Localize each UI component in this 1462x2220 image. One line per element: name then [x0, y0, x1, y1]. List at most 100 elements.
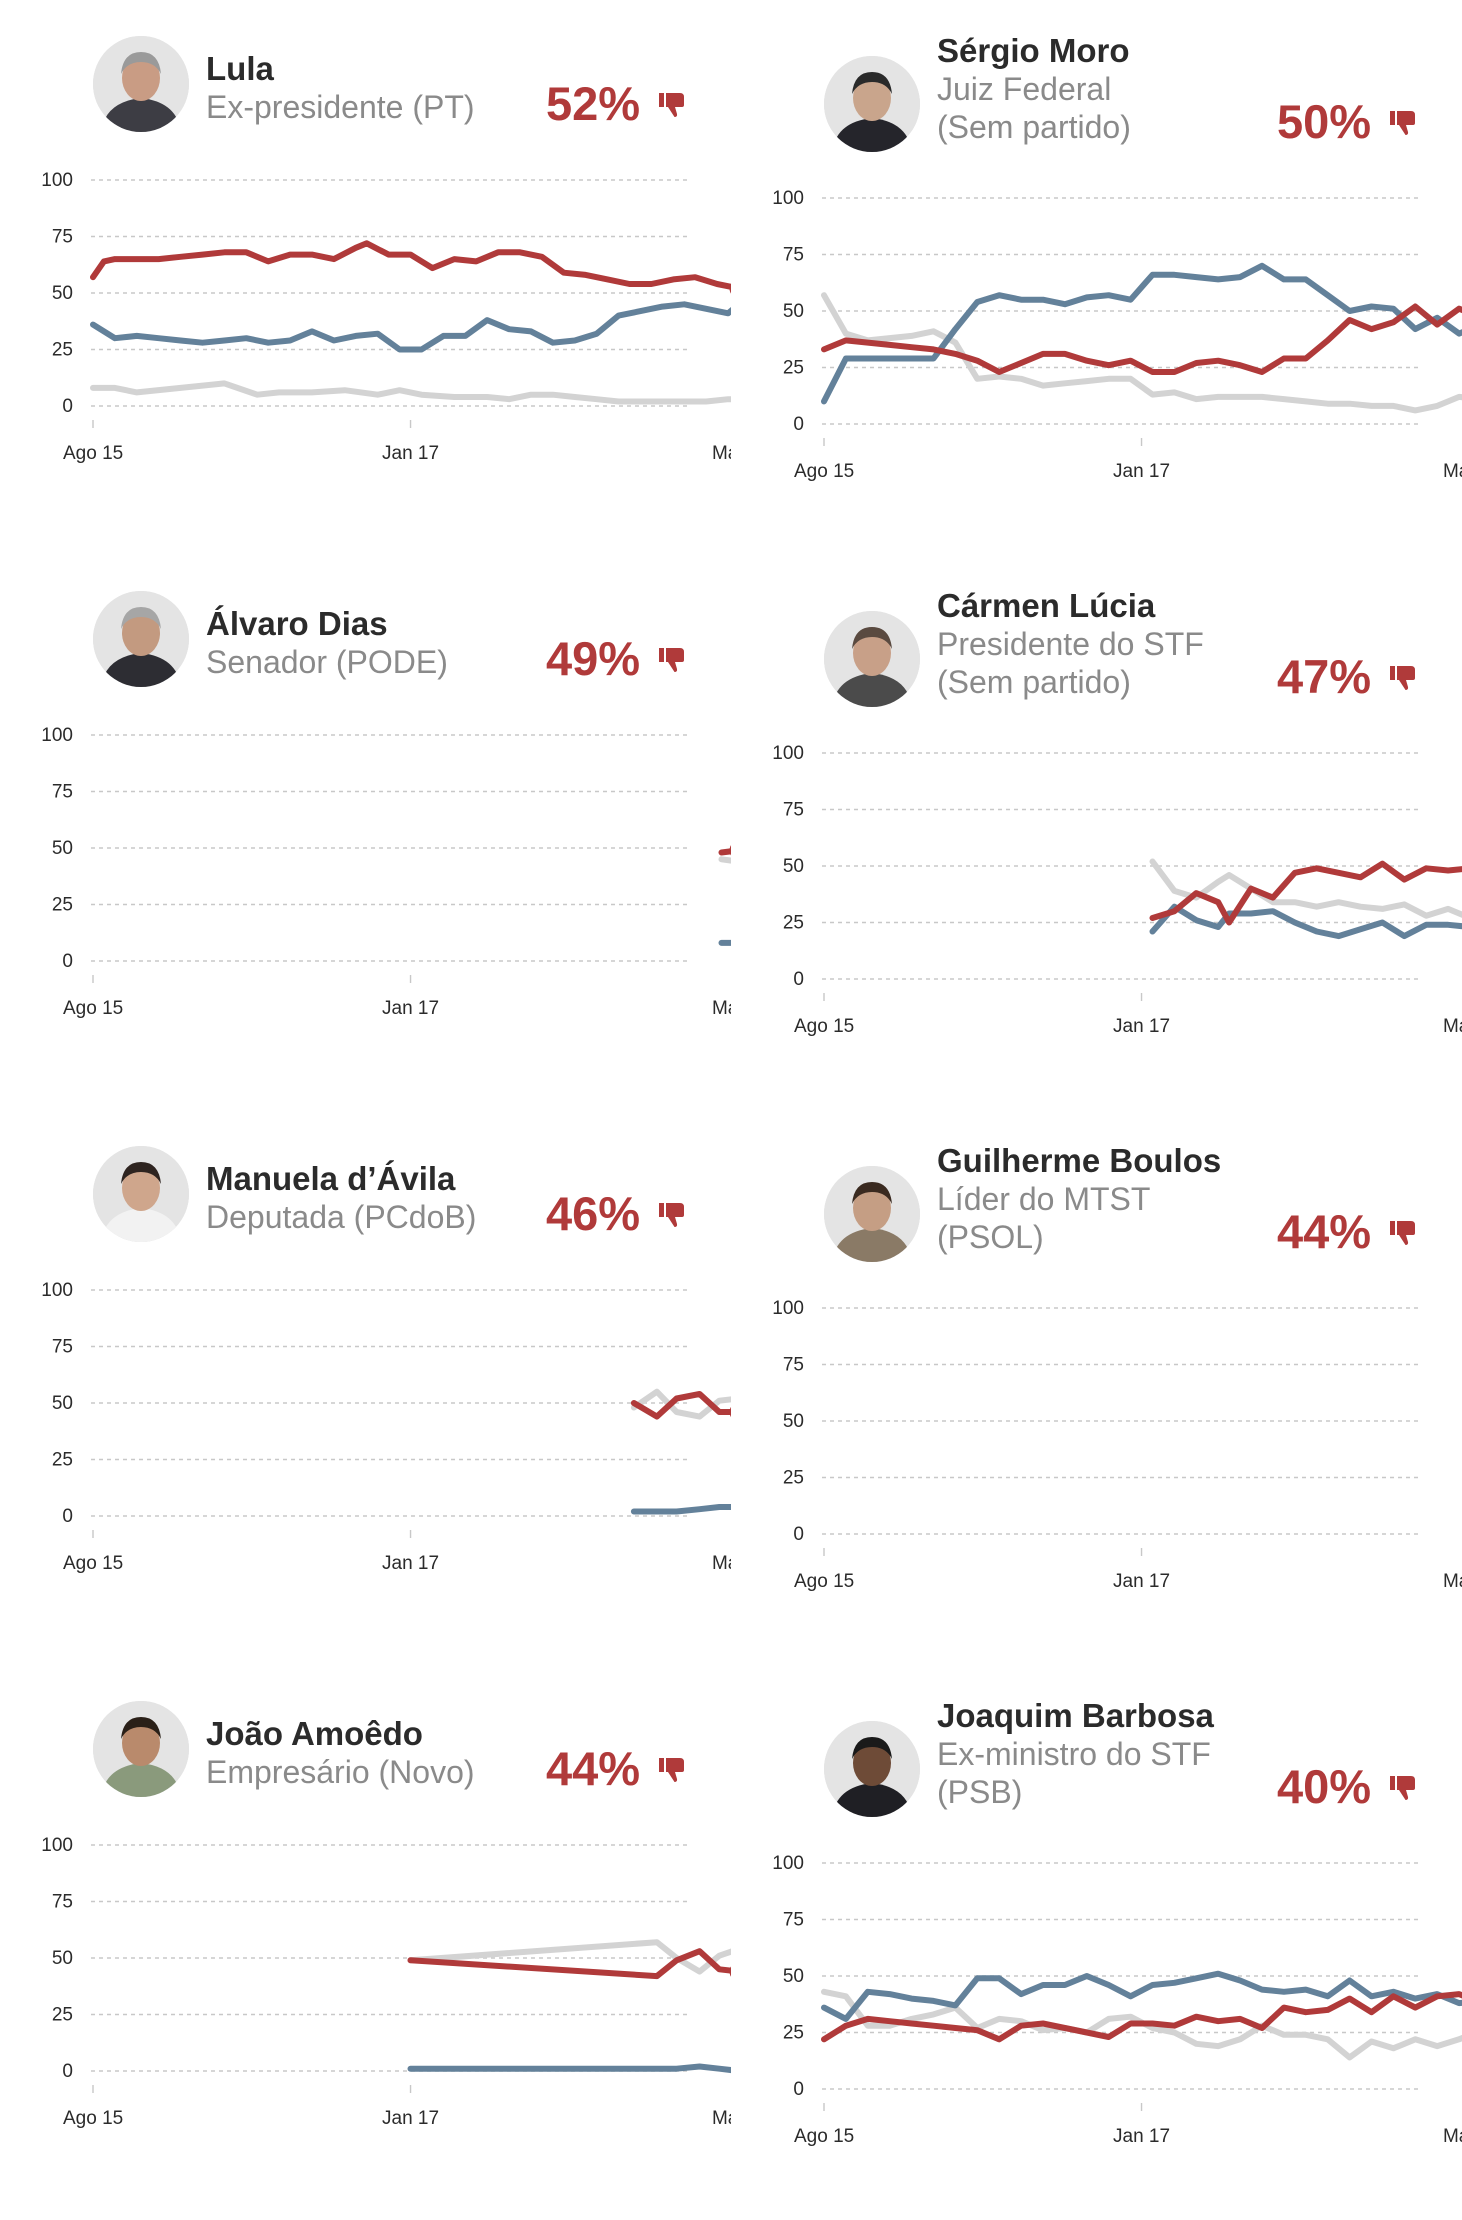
y-tick-label: 75	[52, 227, 73, 248]
y-tick-label: 50	[783, 1966, 804, 1987]
x-tick-label: Mai 18	[712, 2108, 731, 2129]
x-tick-label: Ago 15	[63, 998, 123, 1019]
rejection-percentage: 49%	[546, 633, 640, 685]
thumbs-down-icon	[1387, 661, 1419, 693]
thumbs-down-icon	[1387, 1771, 1419, 1803]
candidate-name: Lula	[206, 50, 274, 88]
candidate-name: Cármen Lúcia	[937, 587, 1155, 625]
thumbs-down-icon	[656, 1198, 688, 1230]
y-tick-label: 25	[783, 358, 804, 379]
thumbs-down-icon	[1387, 1771, 1419, 1803]
thumbs-down-icon	[656, 88, 688, 120]
candidate-role: Presidente do STF	[937, 625, 1204, 663]
y-tick-label: 50	[783, 1411, 804, 1432]
avatar-icon	[93, 1146, 189, 1242]
series-line-rejei-o	[824, 307, 1462, 373]
y-tick-label: 0	[793, 969, 804, 990]
candidate-role: Senador (PODE)	[206, 643, 448, 681]
candidate-role: Juiz Federal	[937, 70, 1111, 108]
series-line-rejei-o	[93, 243, 731, 288]
y-tick-label: 100	[41, 170, 73, 191]
y-tick-label: 0	[62, 2061, 73, 2082]
portrait-silhouette	[824, 56, 920, 152]
y-tick-label: 100	[41, 1280, 73, 1301]
thumbs-down-shape	[1390, 1776, 1415, 1800]
x-tick-label: Ago 15	[794, 1016, 854, 1037]
candidate-role: (PSOL)	[937, 1218, 1044, 1256]
portrait-silhouette	[824, 611, 920, 707]
y-tick-label: 0	[793, 1524, 804, 1545]
x-tick-label: Ago 15	[794, 1571, 854, 1592]
series-line-n-o-sabe	[824, 295, 1462, 410]
x-tick-label: Ago 15	[63, 443, 123, 464]
thumbs-down-icon	[656, 88, 688, 120]
y-tick-label: 50	[783, 856, 804, 877]
candidate-name: Sérgio Moro	[937, 32, 1130, 70]
portrait-silhouette	[824, 1166, 920, 1262]
x-tick-label: Jan 17	[1113, 1016, 1170, 1037]
candidate-name: Manuela d’Ávila	[206, 1160, 455, 1198]
rejection-percentage: 52%	[546, 78, 640, 130]
thumbs-down-icon	[656, 643, 688, 675]
y-tick-label: 75	[783, 1910, 804, 1931]
y-tick-label: 0	[793, 414, 804, 435]
x-tick-label: Jan 17	[382, 1553, 439, 1574]
thumbs-down-shape	[1390, 666, 1415, 690]
series-line-aprova-o	[634, 1507, 731, 1512]
y-tick-label: 0	[62, 396, 73, 417]
avatar-icon	[93, 591, 189, 687]
candidate-role: Ex-ministro do STF	[937, 1735, 1211, 1773]
thumbs-down-icon	[1387, 1216, 1419, 1248]
portrait-silhouette	[93, 36, 189, 132]
y-tick-label: 75	[783, 245, 804, 266]
avatar-icon	[824, 1166, 920, 1262]
x-tick-label: Jan 17	[1113, 2126, 1170, 2147]
x-tick-label: Jan 17	[382, 443, 439, 464]
y-tick-label: 75	[52, 782, 73, 803]
thumbs-down-icon	[656, 1753, 688, 1785]
rejection-percentage: 44%	[546, 1743, 640, 1795]
x-tick-label: Mai 18	[712, 443, 731, 464]
y-tick-label: 75	[783, 1355, 804, 1376]
y-tick-label: 100	[772, 1853, 804, 1874]
thumbs-down-icon	[1387, 1216, 1419, 1248]
thumbs-down-icon	[1387, 106, 1419, 138]
candidate-role: Empresário (Novo)	[206, 1753, 475, 1791]
x-tick-label: Jan 17	[1113, 1571, 1170, 1592]
thumbs-down-icon	[656, 1198, 688, 1230]
candidate-name: Guilherme Boulos	[937, 1142, 1221, 1180]
thumbs-down-shape	[659, 1203, 684, 1227]
x-tick-label: Mai 18	[1443, 1571, 1462, 1592]
candidate-name: João Amoêdo	[206, 1715, 423, 1753]
rejection-percentage: 44%	[1277, 1206, 1371, 1258]
series-line-n-o-sabe	[722, 859, 732, 861]
x-tick-label: Ago 15	[794, 2126, 854, 2147]
rejection-percentage: 40%	[1277, 1761, 1371, 1813]
y-tick-label: 100	[772, 188, 804, 209]
x-tick-label: Jan 17	[1113, 461, 1170, 482]
y-tick-label: 25	[783, 1468, 804, 1489]
y-tick-label: 50	[52, 283, 73, 304]
candidate-name: Joaquim Barbosa	[937, 1697, 1214, 1735]
y-tick-label: 25	[52, 1450, 73, 1471]
thumbs-down-shape	[659, 648, 684, 672]
thumbs-down-icon	[656, 643, 688, 675]
y-tick-label: 100	[41, 725, 73, 746]
portrait-silhouette	[93, 1701, 189, 1797]
avatar-icon	[824, 1721, 920, 1817]
thumbs-down-icon	[656, 1753, 688, 1785]
y-tick-label: 0	[62, 951, 73, 972]
x-tick-label: Ago 15	[63, 1553, 123, 1574]
